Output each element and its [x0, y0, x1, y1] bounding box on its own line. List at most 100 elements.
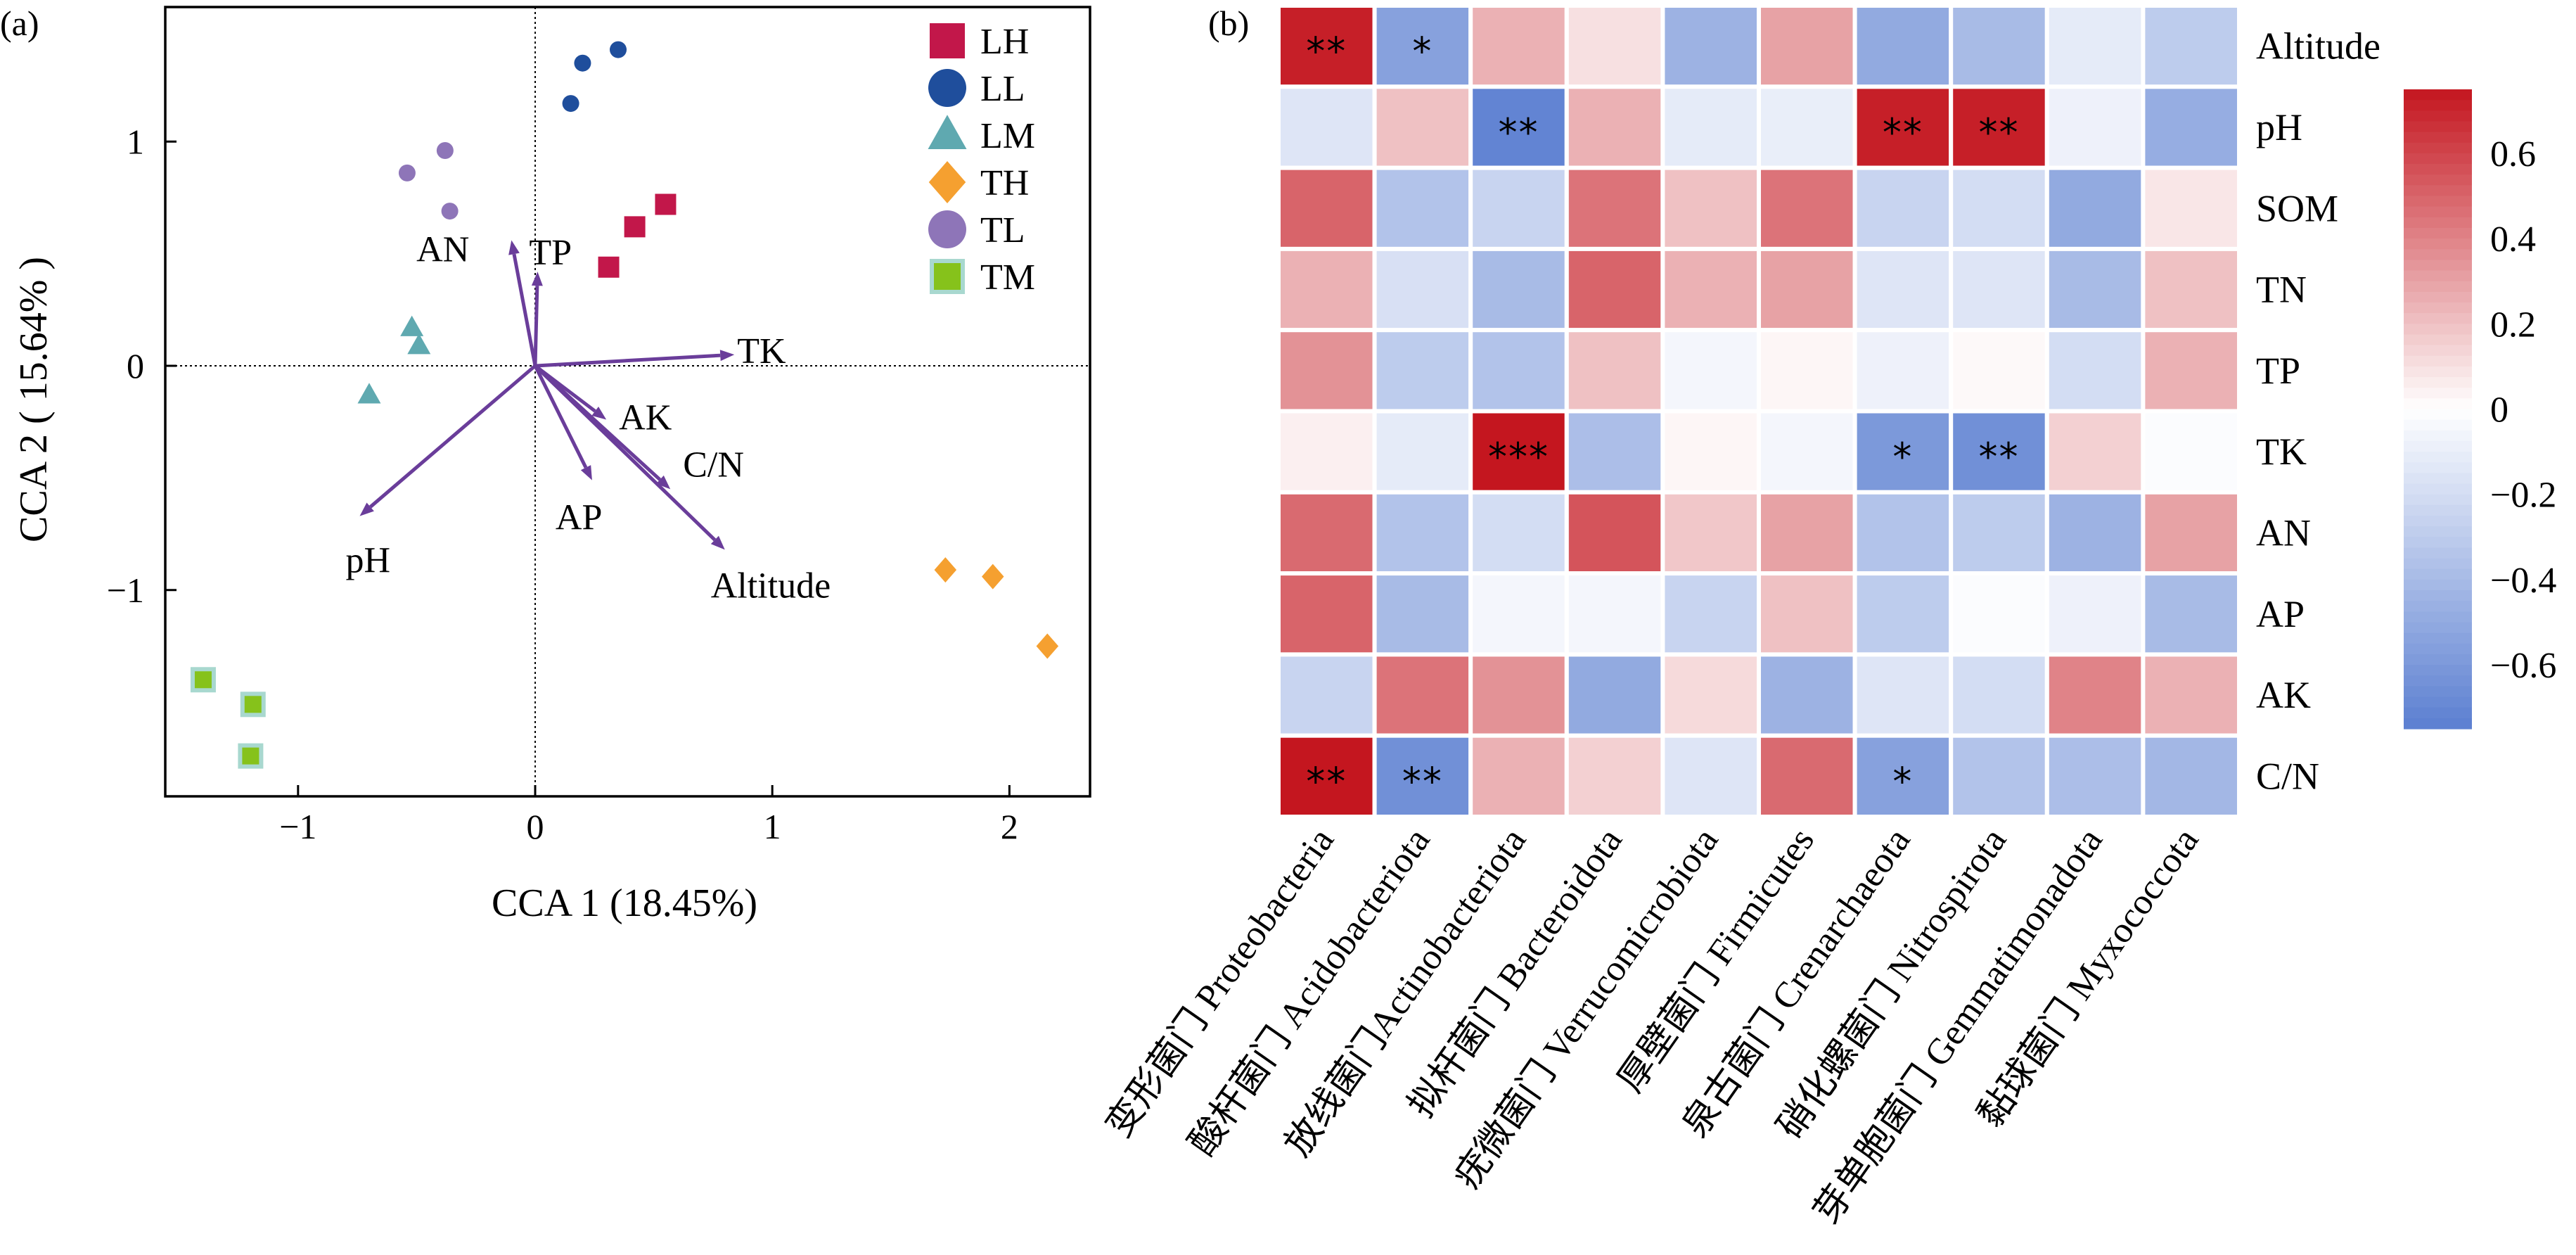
heatmap-cell: [2044, 490, 2146, 576]
x-tick-label: 2: [1001, 807, 1018, 846]
colorbar-band: [2404, 579, 2472, 591]
heatmap-cell: [1468, 733, 1569, 819]
heatmap-cell: [1660, 165, 1761, 251]
row-label-tn: TN: [2256, 269, 2307, 311]
legend-label-lh: LH: [980, 22, 1029, 62]
heatmap-cell: [1757, 733, 1857, 819]
colorbar-band: [2404, 270, 2472, 282]
x-tick-label: 0: [527, 807, 544, 846]
cca-arrows: AN TP TK AK C/N AP pH Altitude: [345, 230, 831, 606]
legend-item-ll: LL: [928, 69, 1025, 109]
heatmap-cell: [1468, 409, 1569, 495]
heatmap-cell: [2141, 409, 2241, 495]
arrow-altitude: Altitude: [534, 364, 831, 606]
cca-legend: LH LL LM TH TL TM: [928, 22, 1035, 298]
point-lh: [655, 193, 677, 215]
colorbar-band: [2404, 345, 2472, 357]
arrow-head: [508, 240, 520, 255]
heatmap-cell: [1468, 652, 1569, 738]
heatmap-cell: [1949, 490, 2049, 576]
arrow-label-c-n: C/N: [683, 445, 744, 485]
significance-mark: **: [1979, 435, 2020, 479]
heatmap-cell: [1564, 571, 1665, 657]
heatmap-cell: [1852, 490, 1954, 576]
heatmap-cell: [2044, 246, 2146, 333]
legend-item-lm: LM: [928, 115, 1035, 156]
point-ll: [610, 41, 627, 58]
heatmap-cell: [2044, 165, 2146, 251]
colorbar-band: [2404, 430, 2472, 442]
row-label-ap: AP: [2256, 593, 2305, 635]
legend-item-lh: LH: [930, 22, 1029, 62]
colorbar-band: [2404, 516, 2472, 527]
heatmap-cell: [1276, 246, 1377, 333]
heatmap-cell: [1757, 4, 1857, 89]
colorbar-band: [2404, 462, 2472, 473]
legend-marker-tm: [930, 259, 965, 294]
cca-points: [190, 41, 1059, 769]
colorbar-tick-label: −0.6: [2490, 646, 2556, 686]
colorbar-band: [2404, 696, 2472, 708]
heatmap-cell: [1372, 165, 1473, 251]
arrow-label-ph: pH: [345, 541, 390, 581]
colorbar-band: [2404, 164, 2472, 175]
heatmap-cell: [2044, 328, 2146, 414]
heatmap-cell: [1660, 733, 1761, 819]
heatmap-cell: [1564, 328, 1665, 414]
heatmap-cell: [2044, 652, 2146, 738]
cca-x-axis-label: CCA 1 (18.45%): [492, 881, 757, 925]
heatmap-cell: [1757, 652, 1857, 738]
colorbar-band: [2404, 185, 2472, 197]
heatmap-cell: [1372, 733, 1473, 819]
colorbar-band: [2404, 249, 2472, 260]
heatmap-cell: [1757, 409, 1857, 495]
point-tm: [190, 667, 216, 693]
x-tick-label: 1: [764, 807, 781, 846]
arrow-head: [359, 502, 374, 516]
heatmap-cell: [1949, 246, 2049, 333]
heatmap-cell: [1468, 4, 1569, 89]
heatmap-cell: [1660, 490, 1761, 576]
heatmap-cell: [1949, 4, 2049, 89]
colorbar-tick-label: 0.4: [2490, 219, 2536, 260]
arrow-label-ap: AP: [556, 498, 602, 538]
heatmap-cell: [1949, 328, 2049, 414]
colorbar-band: [2404, 558, 2472, 570]
colorbar-band: [2404, 718, 2472, 730]
heatmap-cell: [1564, 84, 1665, 170]
heatmap-cell: [1276, 328, 1377, 414]
colorbar-band: [2404, 174, 2472, 186]
colorbar-band: [2404, 153, 2472, 165]
point-tl: [398, 164, 416, 181]
heatmap-cell: [2141, 165, 2241, 251]
legend-item-tl: TL: [928, 210, 1025, 250]
colorbar-band: [2404, 238, 2472, 250]
colorbar-band: [2404, 654, 2472, 665]
heatmap-cell: [1949, 733, 2049, 819]
heatmap-cells: ** *** ** ***** * **** ** *: [1276, 4, 2241, 819]
heatmap-cell: [1660, 4, 1761, 89]
arrow-shaft: [512, 253, 537, 367]
colorbar-band: [2404, 302, 2472, 314]
heatmap-cell: [1372, 4, 1473, 89]
colorbar-band: [2404, 611, 2472, 623]
legend-marker-ll: [928, 69, 966, 107]
arrow-shaft: [533, 286, 539, 367]
heatmap-cell: [2141, 652, 2241, 738]
colorbar-band: [2404, 324, 2472, 336]
colorbar-band: [2404, 494, 2472, 506]
significance-mark: *: [1892, 435, 1913, 479]
legend-label-lm: LM: [980, 116, 1035, 156]
colorbar-band: [2404, 132, 2472, 144]
heatmap-cell: [1468, 328, 1569, 414]
row-label-ak: AK: [2256, 674, 2311, 716]
heatmap-cell: [1564, 733, 1665, 819]
heatmap-cell: [1564, 4, 1665, 89]
heatmap-cell: [2141, 246, 2241, 333]
heatmap-cell: [1372, 571, 1473, 657]
colorbar-band: [2404, 227, 2472, 239]
y-tick-label: 0: [127, 346, 144, 386]
heatmap-cell: [1276, 84, 1377, 170]
significance-mark: *: [1892, 759, 1913, 803]
